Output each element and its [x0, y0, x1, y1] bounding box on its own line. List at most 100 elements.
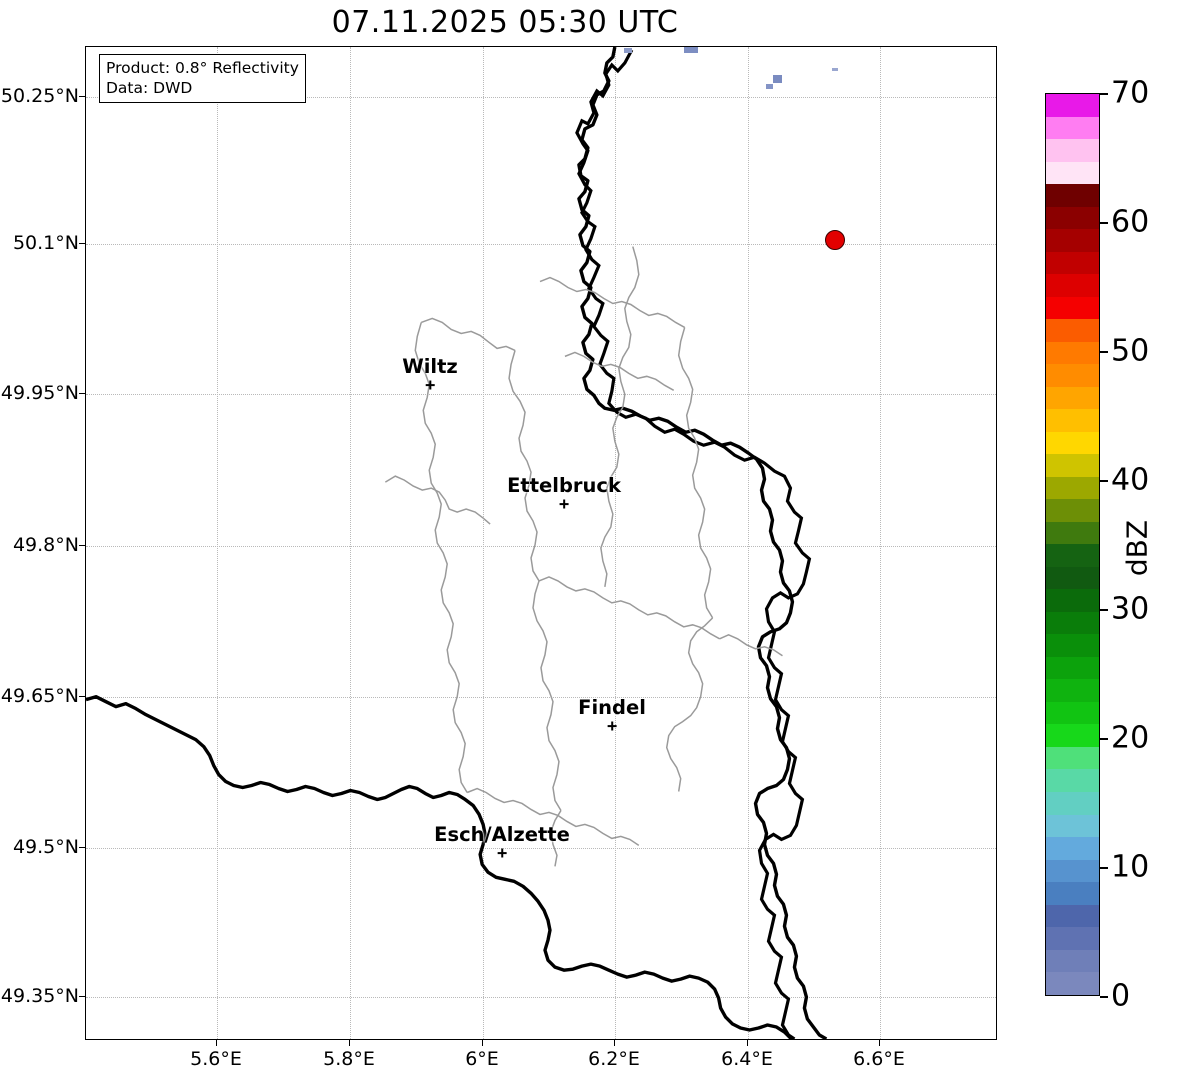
y-tick-label: 49.35°N: [0, 985, 79, 1007]
colorbar-band: [1046, 724, 1099, 747]
colorbar-band: [1046, 769, 1099, 792]
gridline-lat-498: [86, 546, 996, 548]
colorbar-band: [1046, 116, 1099, 140]
colorbar-band: [1046, 949, 1099, 973]
colorbar-band: [1046, 837, 1099, 860]
colorbar-band: [1046, 521, 1099, 545]
colorbar-tick-label: 40: [1111, 462, 1150, 498]
colorbar-tick-label: 20: [1111, 720, 1150, 756]
colorbar-band: [1046, 431, 1099, 455]
city-label-esch-alzette: Esch/Alzette: [434, 823, 570, 860]
radar-echo-small-3: [773, 75, 782, 83]
gridline-lat-4935: [86, 997, 996, 999]
y-axis-labels: 50.25°N 50.1°N 49.95°N 49.8°N 49.65°N 49…: [0, 0, 79, 1081]
radar-echo-main: [825, 230, 845, 250]
colorbar-band: [1046, 454, 1099, 477]
radar-echo-small-1: [624, 48, 632, 53]
colorbar-band: [1046, 814, 1099, 838]
colorbar-band: [1046, 904, 1099, 928]
colorbar-band: [1046, 229, 1099, 252]
radar-map-plot[interactable]: Wiltz Ettelbruck Findel Esch/Alzette Pro…: [85, 46, 997, 1040]
radar-echo-small-4: [766, 84, 773, 89]
city-name: Esch/Alzette: [434, 823, 570, 846]
colorbar-band: [1046, 656, 1099, 680]
colorbar-band: [1046, 972, 1099, 995]
colorbar-band: [1046, 296, 1099, 320]
gridline-lon-58: [350, 47, 352, 1039]
info-box: Product: 0.8° Reflectivity Data: DWD: [99, 54, 306, 103]
reflectivity-colorbar[interactable]: [1045, 93, 1100, 996]
colorbar-band: [1046, 499, 1099, 522]
colorbar-band: [1046, 206, 1099, 230]
gridline-lon-62: [615, 47, 617, 1039]
colorbar-band: [1046, 364, 1099, 387]
gridline-lat-4995: [86, 394, 996, 396]
colorbar-band: [1046, 679, 1099, 702]
y-tick-label: 50.1°N: [12, 232, 79, 254]
x-tick-label: 6.4°E: [721, 1048, 773, 1070]
map-borders: [575, 49, 812, 1039]
city-label-findel: Findel: [578, 696, 646, 733]
city-label-ettelbruck: Ettelbruck: [507, 474, 621, 511]
gridline-lon-66: [880, 47, 882, 1039]
colorbar-band: [1046, 882, 1099, 905]
x-tick-label: 5.6°E: [190, 1048, 242, 1070]
radar-echo-small-2: [684, 47, 698, 53]
colorbar-band: [1046, 274, 1099, 297]
y-tick-label: 49.5°N: [12, 836, 79, 858]
gridline-lon-56: [217, 47, 219, 1039]
colorbar-band: [1046, 184, 1099, 207]
city-name: Wiltz: [402, 355, 458, 378]
gridline-lat-5025: [86, 97, 996, 99]
colorbar-band: [1046, 589, 1099, 612]
colorbar-band: [1046, 319, 1099, 342]
colorbar-band: [1046, 139, 1099, 162]
colorbar-tick-label: 70: [1111, 75, 1150, 111]
radar-echo-small-5: [832, 68, 838, 71]
colorbar-band: [1046, 611, 1099, 635]
colorbar-band: [1046, 859, 1099, 883]
city-name: Findel: [578, 696, 646, 719]
gridline-lon-64: [748, 47, 750, 1039]
map-district-borders: [384, 246, 783, 867]
x-tick-label: 6°E: [465, 1048, 499, 1070]
page-title: 07.11.2025 05:30 UTC: [331, 5, 679, 40]
colorbar-unit-label: dBZ: [1120, 519, 1154, 577]
city-name: Ettelbruck: [507, 474, 621, 497]
gridline-lat-4965: [86, 697, 996, 699]
y-tick-label: 49.65°N: [0, 685, 79, 707]
colorbar-band: [1046, 386, 1099, 410]
colorbar-band: [1046, 746, 1099, 770]
city-marker-icon: [578, 719, 646, 733]
colorbar-band: [1046, 701, 1099, 725]
city-marker-icon: [434, 846, 570, 860]
x-tick-label: 6.2°E: [588, 1048, 640, 1070]
gridline-lon-6: [483, 47, 485, 1039]
colorbar-band: [1046, 927, 1099, 950]
info-data-line: Data: DWD: [106, 79, 193, 97]
city-label-wiltz: Wiltz: [402, 355, 458, 392]
colorbar-tick-label: 30: [1111, 591, 1150, 627]
colorbar-tick-label: 0: [1111, 978, 1131, 1014]
map-borders-detail: [86, 47, 828, 1039]
y-tick-label: 49.8°N: [12, 534, 79, 556]
colorbar-band: [1046, 94, 1099, 117]
colorbar-band: [1046, 341, 1099, 365]
y-tick-label: 49.95°N: [0, 382, 79, 404]
x-tick-label: 6.6°E: [853, 1048, 905, 1070]
colorbar-band: [1046, 409, 1099, 432]
colorbar-band: [1046, 566, 1099, 590]
y-tick-label: 50.25°N: [0, 85, 79, 107]
colorbar-band: [1046, 251, 1099, 275]
city-marker-icon: [507, 497, 621, 511]
colorbar-tick-label: 10: [1111, 849, 1150, 885]
colorbar-tick-label: 60: [1111, 204, 1150, 240]
colorbar-band: [1046, 791, 1099, 815]
x-tick-label: 5.8°E: [323, 1048, 375, 1070]
colorbar-band: [1046, 476, 1099, 500]
colorbar-band: [1046, 544, 1099, 567]
city-marker-icon: [402, 378, 458, 392]
colorbar-band: [1046, 161, 1099, 185]
